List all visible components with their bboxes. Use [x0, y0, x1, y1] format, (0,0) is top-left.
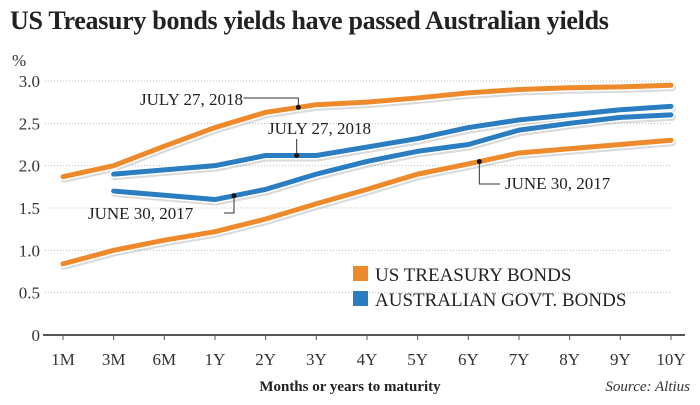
series-line-us-1 — [60, 137, 674, 267]
x-tick-label: 6M — [153, 350, 177, 369]
x-tick-label: 3Y — [306, 350, 327, 369]
y-tick-label: 3.0 — [19, 72, 40, 91]
legend-swatch — [353, 291, 368, 306]
x-tick-label: 5Y — [407, 350, 428, 369]
y-axis-unit-label: % — [12, 51, 26, 70]
y-tick-label: 2.0 — [19, 157, 40, 176]
legend-swatch — [353, 266, 368, 281]
x-tick-label: 3M — [102, 350, 126, 369]
annotation-label: JUNE 30, 2017 — [505, 174, 611, 193]
x-tick-label: 10Y — [656, 350, 685, 369]
annotation-leader — [243, 97, 299, 108]
series-line-us-0 — [60, 82, 674, 180]
x-tick-label: 8Y — [559, 350, 580, 369]
source-label: Source: Altius — [605, 379, 690, 395]
x-tick-label: 9Y — [610, 350, 631, 369]
x-axis-label: Months or years to maturity — [259, 379, 441, 395]
series-line-au-2 — [111, 103, 674, 177]
legend-label: US TREASURY BONDS — [375, 265, 571, 286]
y-tick-label: 1.5 — [19, 199, 40, 218]
x-tick-label: 6Y — [458, 350, 479, 369]
series-line-au-3 — [111, 112, 674, 203]
x-tick-label: 1M — [51, 350, 75, 369]
chart-title: US Treasury bonds yields have passed Aus… — [10, 6, 609, 35]
annotation-label: JULY 27, 2018 — [268, 119, 371, 138]
annotation-dot — [295, 104, 301, 110]
annotation-label: JULY 27, 2018 — [140, 90, 243, 109]
annotation-dot — [231, 193, 237, 199]
x-tick-label: 4Y — [357, 350, 378, 369]
annotation-leader — [478, 161, 500, 185]
x-tick-label: 1Y — [205, 350, 226, 369]
y-tick-label: 1.0 — [19, 241, 40, 260]
annotation-leader — [224, 195, 235, 214]
y-tick-label: 2.5 — [19, 114, 40, 133]
annotation-dot — [294, 153, 300, 159]
y-tick-label: 0.5 — [19, 284, 40, 303]
annotation-label: JUNE 30, 2017 — [88, 204, 194, 223]
annotation-dot — [476, 159, 482, 165]
y-tick-label: 0 — [32, 326, 41, 345]
x-tick-label: 2Y — [255, 350, 276, 369]
x-tick-label: 7Y — [509, 350, 530, 369]
legend-label: AUSTRALIAN GOVT. BONDS — [375, 290, 626, 311]
